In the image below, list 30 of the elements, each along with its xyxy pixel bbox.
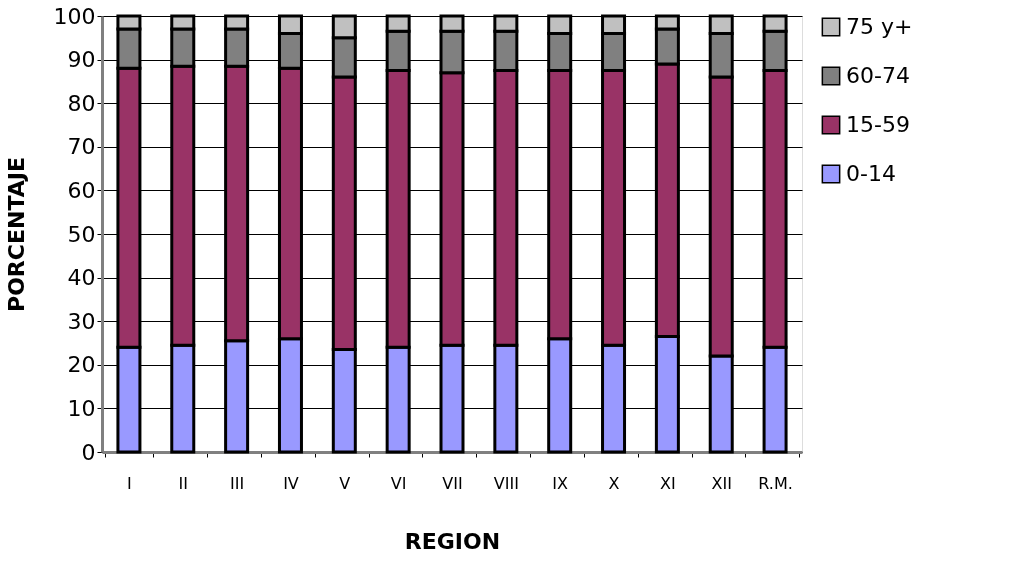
legend-label: 60-74	[846, 63, 910, 88]
y-tick-label: 40	[67, 265, 96, 291]
y-tick-label: 70	[67, 134, 96, 160]
x-tick-label: X	[608, 473, 620, 493]
x-tick-label: III	[230, 473, 245, 493]
y-tick-label: 80	[67, 90, 96, 116]
y-tick-label: 50	[67, 221, 96, 247]
legend-label: 15-59	[846, 112, 910, 137]
x-tick-label: II	[178, 473, 188, 493]
y-tick-label: 10	[67, 395, 96, 421]
x-tick-label: VI	[390, 473, 407, 493]
x-tick-label: IX	[552, 473, 569, 493]
x-tick-label: XI	[660, 473, 676, 493]
y-tick-label: 90	[67, 47, 96, 73]
x-tick-label: XII	[711, 473, 732, 493]
x-tick-label: VIII	[493, 473, 519, 493]
y-tick-label: 20	[67, 352, 96, 378]
x-axis-title: REGION	[404, 528, 501, 554]
y-tick-label: 30	[67, 308, 96, 334]
x-tick-label: VII	[442, 473, 463, 493]
y-tick-label: 0	[81, 439, 96, 465]
x-tick-label: I	[127, 473, 132, 493]
x-tick-label: V	[339, 473, 351, 493]
x-tick-label: R.M.	[758, 473, 793, 493]
y-tick-label: 100	[53, 3, 96, 29]
y-axis-title: PORCENTAJE	[3, 157, 29, 312]
y-tick-label: 60	[67, 177, 96, 203]
x-tick-label: IV	[283, 473, 299, 493]
legend-label: 75 y+	[846, 14, 913, 39]
legend-label: 0-14	[846, 161, 896, 186]
